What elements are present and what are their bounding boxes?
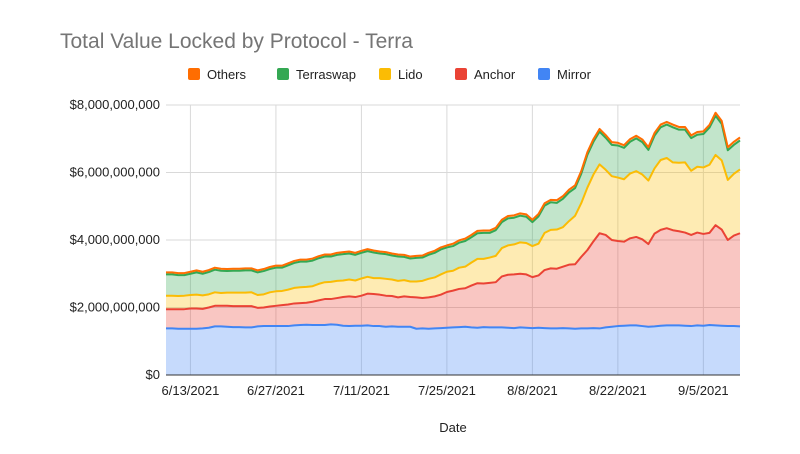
- x-tick-label: 9/5/2021: [678, 383, 729, 398]
- y-tick-label: $8,000,000,000: [70, 97, 160, 112]
- legend-swatch-lido: [379, 68, 391, 80]
- x-tick-label: 7/25/2021: [418, 383, 476, 398]
- line-others: [166, 111, 741, 275]
- legend: Others Terraswap Lido Anchor Mirror: [188, 67, 592, 82]
- y-axis-ticks: $0 $2,000,000,000 $4,000,000,000 $6,000,000…: [70, 97, 160, 382]
- x-tick-label: 6/27/2021: [247, 383, 305, 398]
- area-mirror: [166, 324, 740, 375]
- area-terraswap: [166, 115, 740, 297]
- gridlines: [166, 104, 740, 375]
- line-terraswap: [166, 114, 741, 277]
- y-tick-label: $4,000,000,000: [70, 232, 160, 247]
- legend-label-others: Others: [207, 67, 247, 82]
- legend-swatch-terraswap: [277, 68, 289, 80]
- chart-title: Total Value Locked by Protocol - Terra: [60, 30, 413, 53]
- x-axis-ticks: 6/13/2021 6/27/2021 7/11/2021 7/25/2021 8/8/…: [162, 383, 729, 398]
- legend-label-terraswap: Terraswap: [296, 67, 356, 82]
- area-lido: [166, 154, 740, 310]
- x-tick-label: 7/11/2021: [333, 383, 390, 398]
- legend-label-mirror: Mirror: [557, 67, 592, 82]
- line-anchor: [166, 224, 741, 311]
- y-tick-label: $6,000,000,000: [70, 165, 160, 180]
- legend-swatch-anchor: [455, 68, 467, 80]
- legend-label-anchor: Anchor: [474, 67, 516, 82]
- legend-swatch-mirror: [538, 68, 550, 80]
- legend-swatch-others: [188, 68, 200, 80]
- x-axis-title: Date: [439, 420, 466, 435]
- x-tick-label: 6/13/2021: [162, 383, 220, 398]
- line-mirror: [166, 323, 741, 330]
- y-tick-label: $2,000,000,000: [70, 300, 160, 315]
- x-tick-label: 8/22/2021: [589, 383, 647, 398]
- series-lines: [166, 111, 741, 330]
- x-tick-label: 8/8/2021: [507, 383, 558, 398]
- legend-label-lido: Lido: [398, 67, 423, 82]
- y-tick-label: $0: [146, 367, 160, 382]
- line-lido: [166, 153, 741, 298]
